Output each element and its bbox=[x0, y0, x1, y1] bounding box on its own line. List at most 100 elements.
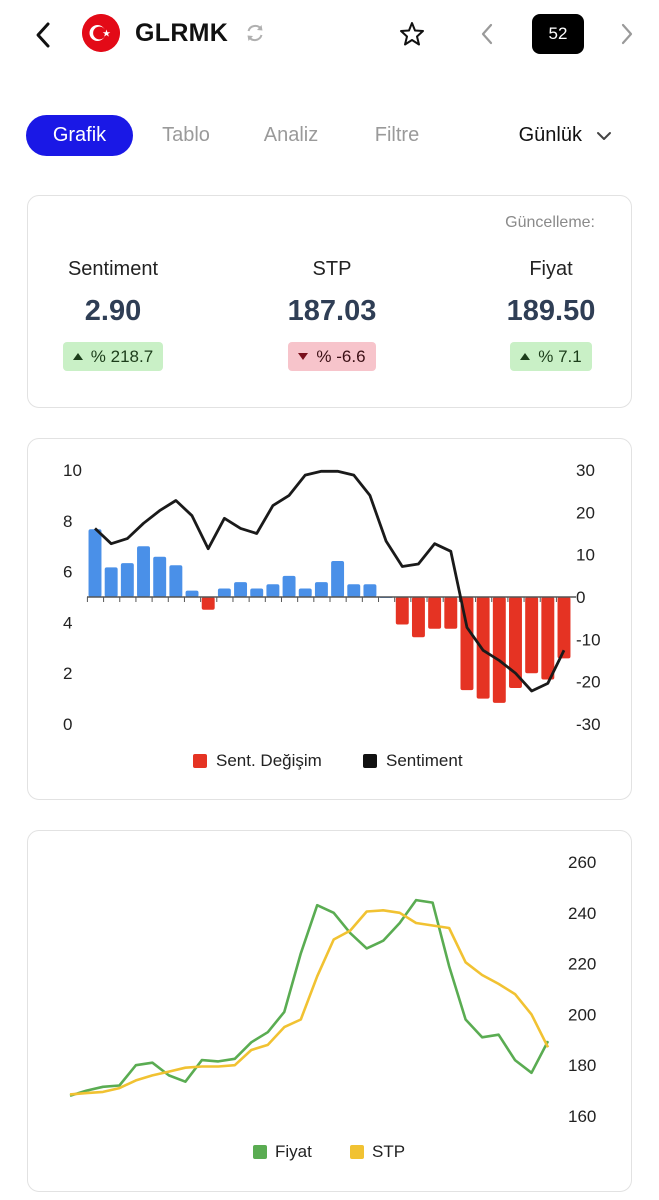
sent-degisim-bar bbox=[104, 567, 118, 597]
sent-degisim-bar bbox=[460, 597, 474, 691]
right-axis-tick-label: 30 bbox=[576, 461, 595, 480]
sent-degisim-bar bbox=[217, 588, 231, 597]
left-axis-tick-label: 6 bbox=[63, 563, 72, 582]
left-axis-tick-label: 2 bbox=[63, 664, 72, 683]
sent-degisim-bar bbox=[137, 546, 150, 597]
change-badge: % -6.6 bbox=[288, 342, 376, 371]
sent-degisim-bar bbox=[509, 597, 522, 689]
back-arrow-icon bbox=[36, 22, 50, 48]
sentiment-series-line bbox=[94, 469, 566, 693]
left-axis-tick-label: 8 bbox=[63, 512, 72, 531]
sent-degisim-bar bbox=[492, 597, 506, 703]
chevron-right-icon[interactable] bbox=[616, 20, 638, 48]
right-axis-tick-label: 240 bbox=[568, 904, 596, 923]
legend-swatch-sentiment bbox=[363, 754, 377, 768]
sent-degisim-bar bbox=[282, 575, 296, 597]
right-axis-tick-label: 220 bbox=[568, 955, 596, 974]
sent-degisim-bar bbox=[557, 597, 571, 659]
chevron-left-icon[interactable] bbox=[476, 20, 498, 48]
sent-degisim-bar bbox=[428, 597, 442, 629]
metric-label: Sentiment bbox=[67, 258, 159, 280]
sent-degisim-bar bbox=[250, 588, 264, 597]
change-badge: % 7.1 bbox=[510, 342, 592, 371]
sent-degisim-bar bbox=[153, 556, 167, 597]
sent-degisim-bar bbox=[266, 584, 280, 597]
sent-degisim-bar bbox=[185, 590, 199, 597]
sent-degisim-bar bbox=[88, 529, 102, 597]
left-axis-tick-label: 4 bbox=[63, 613, 72, 632]
update-label: Güncelleme: bbox=[505, 214, 595, 231]
price-chart-card: 260 240 220 200 180 160 Fiyat STP bbox=[27, 830, 632, 1192]
right-axis-tick-label: 10 bbox=[576, 546, 595, 565]
sent-degisim-bar bbox=[347, 584, 361, 597]
turkey-flag-icon bbox=[82, 14, 120, 52]
change-text: % 218.7 bbox=[90, 346, 154, 366]
stp-series-line bbox=[69, 909, 550, 1096]
right-axis-tick-label: 160 bbox=[568, 1107, 596, 1126]
right-axis-tick-label: -10 bbox=[576, 630, 601, 649]
item-counter[interactable]: 52 bbox=[532, 14, 584, 54]
sent-degisim-bar bbox=[331, 561, 345, 597]
back-button[interactable] bbox=[28, 18, 58, 52]
period-label: Günlük bbox=[518, 124, 582, 146]
metric-value: 187.03 bbox=[287, 295, 377, 327]
legend-label-sentiment: Sentiment bbox=[386, 751, 463, 770]
price-chart: 260 240 220 200 180 160 Fiyat STP bbox=[69, 853, 596, 1161]
tab-bar: Grafik Tablo Analiz Filtre Günlük bbox=[26, 115, 636, 157]
right-axis-tick-label: -30 bbox=[576, 715, 601, 734]
metric-fiyat: Fiyat 189.50 % 7.1 bbox=[466, 258, 636, 371]
sent-degisim-bar bbox=[525, 597, 539, 674]
tab-grafik[interactable]: Grafik bbox=[26, 115, 133, 156]
sent-degisim-bar bbox=[411, 597, 425, 638]
left-axis-tick-label: 10 bbox=[63, 461, 82, 480]
metric-value: 2.90 bbox=[84, 295, 142, 327]
sent-degisim-bar bbox=[169, 565, 183, 597]
legend-swatch-stp bbox=[350, 1145, 364, 1159]
sent-degisim-bar bbox=[201, 597, 215, 610]
tab-analiz[interactable]: Analiz bbox=[263, 124, 319, 146]
right-axis-tick-label: -20 bbox=[576, 673, 601, 692]
metric-stp: STP 187.03 % -6.6 bbox=[247, 258, 417, 371]
sent-degisim-bar bbox=[541, 597, 555, 680]
right-axis-tick-label: 200 bbox=[568, 1005, 596, 1024]
metric-sentiment: Sentiment 2.90 % 218.7 bbox=[28, 258, 198, 371]
right-axis-tick-label: 260 bbox=[568, 853, 596, 872]
tab-filtre[interactable]: Filtre bbox=[374, 124, 420, 146]
top-bar: GLRMK 52 bbox=[0, 0, 659, 70]
metric-label: STP bbox=[312, 258, 352, 280]
metric-value: 189.50 bbox=[506, 295, 596, 327]
legend-swatch-fiyat bbox=[253, 1145, 267, 1159]
sent-degisim-bar bbox=[120, 563, 134, 597]
change-badge: % 218.7 bbox=[62, 342, 164, 371]
sent-degisim-bar bbox=[314, 582, 328, 597]
period-dropdown[interactable]: Günlük bbox=[519, 115, 612, 156]
right-axis-tick-label: 180 bbox=[568, 1056, 596, 1075]
summary-card: Güncelleme: Sentiment 2.90 % 218.7 STP 1… bbox=[27, 195, 632, 408]
chevron-down-icon bbox=[597, 131, 611, 140]
refresh-icon[interactable] bbox=[244, 22, 266, 44]
sentiment-chart-card: 10 8 6 4 2 0 30 20 10 0 -10 -20 -30 Sent. Değişim S… bbox=[27, 438, 632, 800]
star-icon[interactable] bbox=[398, 20, 426, 48]
triangle-up-icon bbox=[72, 353, 83, 360]
chart-legend: Sent. Değişim Sentiment bbox=[193, 751, 463, 770]
tab-tablo[interactable]: Tablo bbox=[162, 124, 210, 146]
legend-label-fiyat: Fiyat bbox=[275, 1142, 312, 1161]
sent-degisim-bar bbox=[234, 582, 248, 597]
legend-swatch-sent-degisim bbox=[193, 754, 207, 768]
legend-label-sent-degisim: Sent. Değişim bbox=[216, 751, 322, 770]
sent-degisim-bar bbox=[298, 588, 312, 597]
triangle-up-icon bbox=[520, 353, 531, 360]
sent-degisim-bar bbox=[444, 597, 458, 629]
left-axis-tick-label: 0 bbox=[63, 715, 72, 734]
metric-label: Fiyat bbox=[529, 258, 573, 280]
fiyat-series-line bbox=[69, 898, 550, 1097]
sent-degisim-bar bbox=[363, 584, 377, 597]
legend-label-stp: STP bbox=[372, 1142, 405, 1161]
change-text: % -6.6 bbox=[316, 346, 366, 366]
right-axis-tick-label: 20 bbox=[576, 503, 595, 522]
chart-legend: Fiyat STP bbox=[253, 1142, 405, 1161]
change-text: % 7.1 bbox=[538, 346, 582, 366]
sent-degisim-bar bbox=[476, 597, 490, 699]
sent-degisim-bar bbox=[395, 597, 409, 625]
